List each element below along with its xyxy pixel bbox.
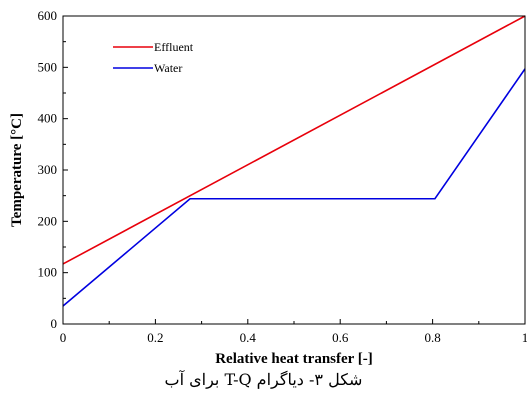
figure-caption: شکل ۳- دیاگرام T-Q برای آب [164,370,363,389]
x-tick-label: 0 [60,330,67,345]
x-tick-label: 0.8 [424,330,440,345]
legend-label-water: Water [154,61,182,75]
lines-layer [62,15,526,307]
x-axis-title: Relative heat transfer [-] [215,351,373,367]
x-tick-label: 0.4 [240,330,257,345]
x-tick-label: 1 [522,330,527,345]
line-chart: 0 0.2 0.4 0.6 0.8 1 0 100 200 300 400 500 600 Efflue… [9,8,527,367]
y-tick-label: 200 [38,213,58,228]
y-tick-label: 600 [38,8,58,23]
y-tick-label: 300 [38,162,58,177]
plot-frame [62,15,526,325]
y-tick-label: 400 [38,111,58,126]
series-line-effluent [62,15,526,265]
legend-label-effluent: Effluent [154,40,194,54]
y-tick-label: 100 [38,265,58,280]
x-tick-label: 0.6 [332,330,349,345]
x-tick-label: 0.2 [147,330,163,345]
y-axis-title: Temperature [°C] [9,113,25,227]
series-line-water [62,68,526,307]
y-tick-label: 0 [51,316,58,331]
legend: Effluent Water [113,40,194,75]
y-tick-label: 500 [38,59,58,74]
ticks-layer: 0 0.2 0.4 0.6 0.8 1 0 100 200 300 400 500 600 [38,8,527,345]
